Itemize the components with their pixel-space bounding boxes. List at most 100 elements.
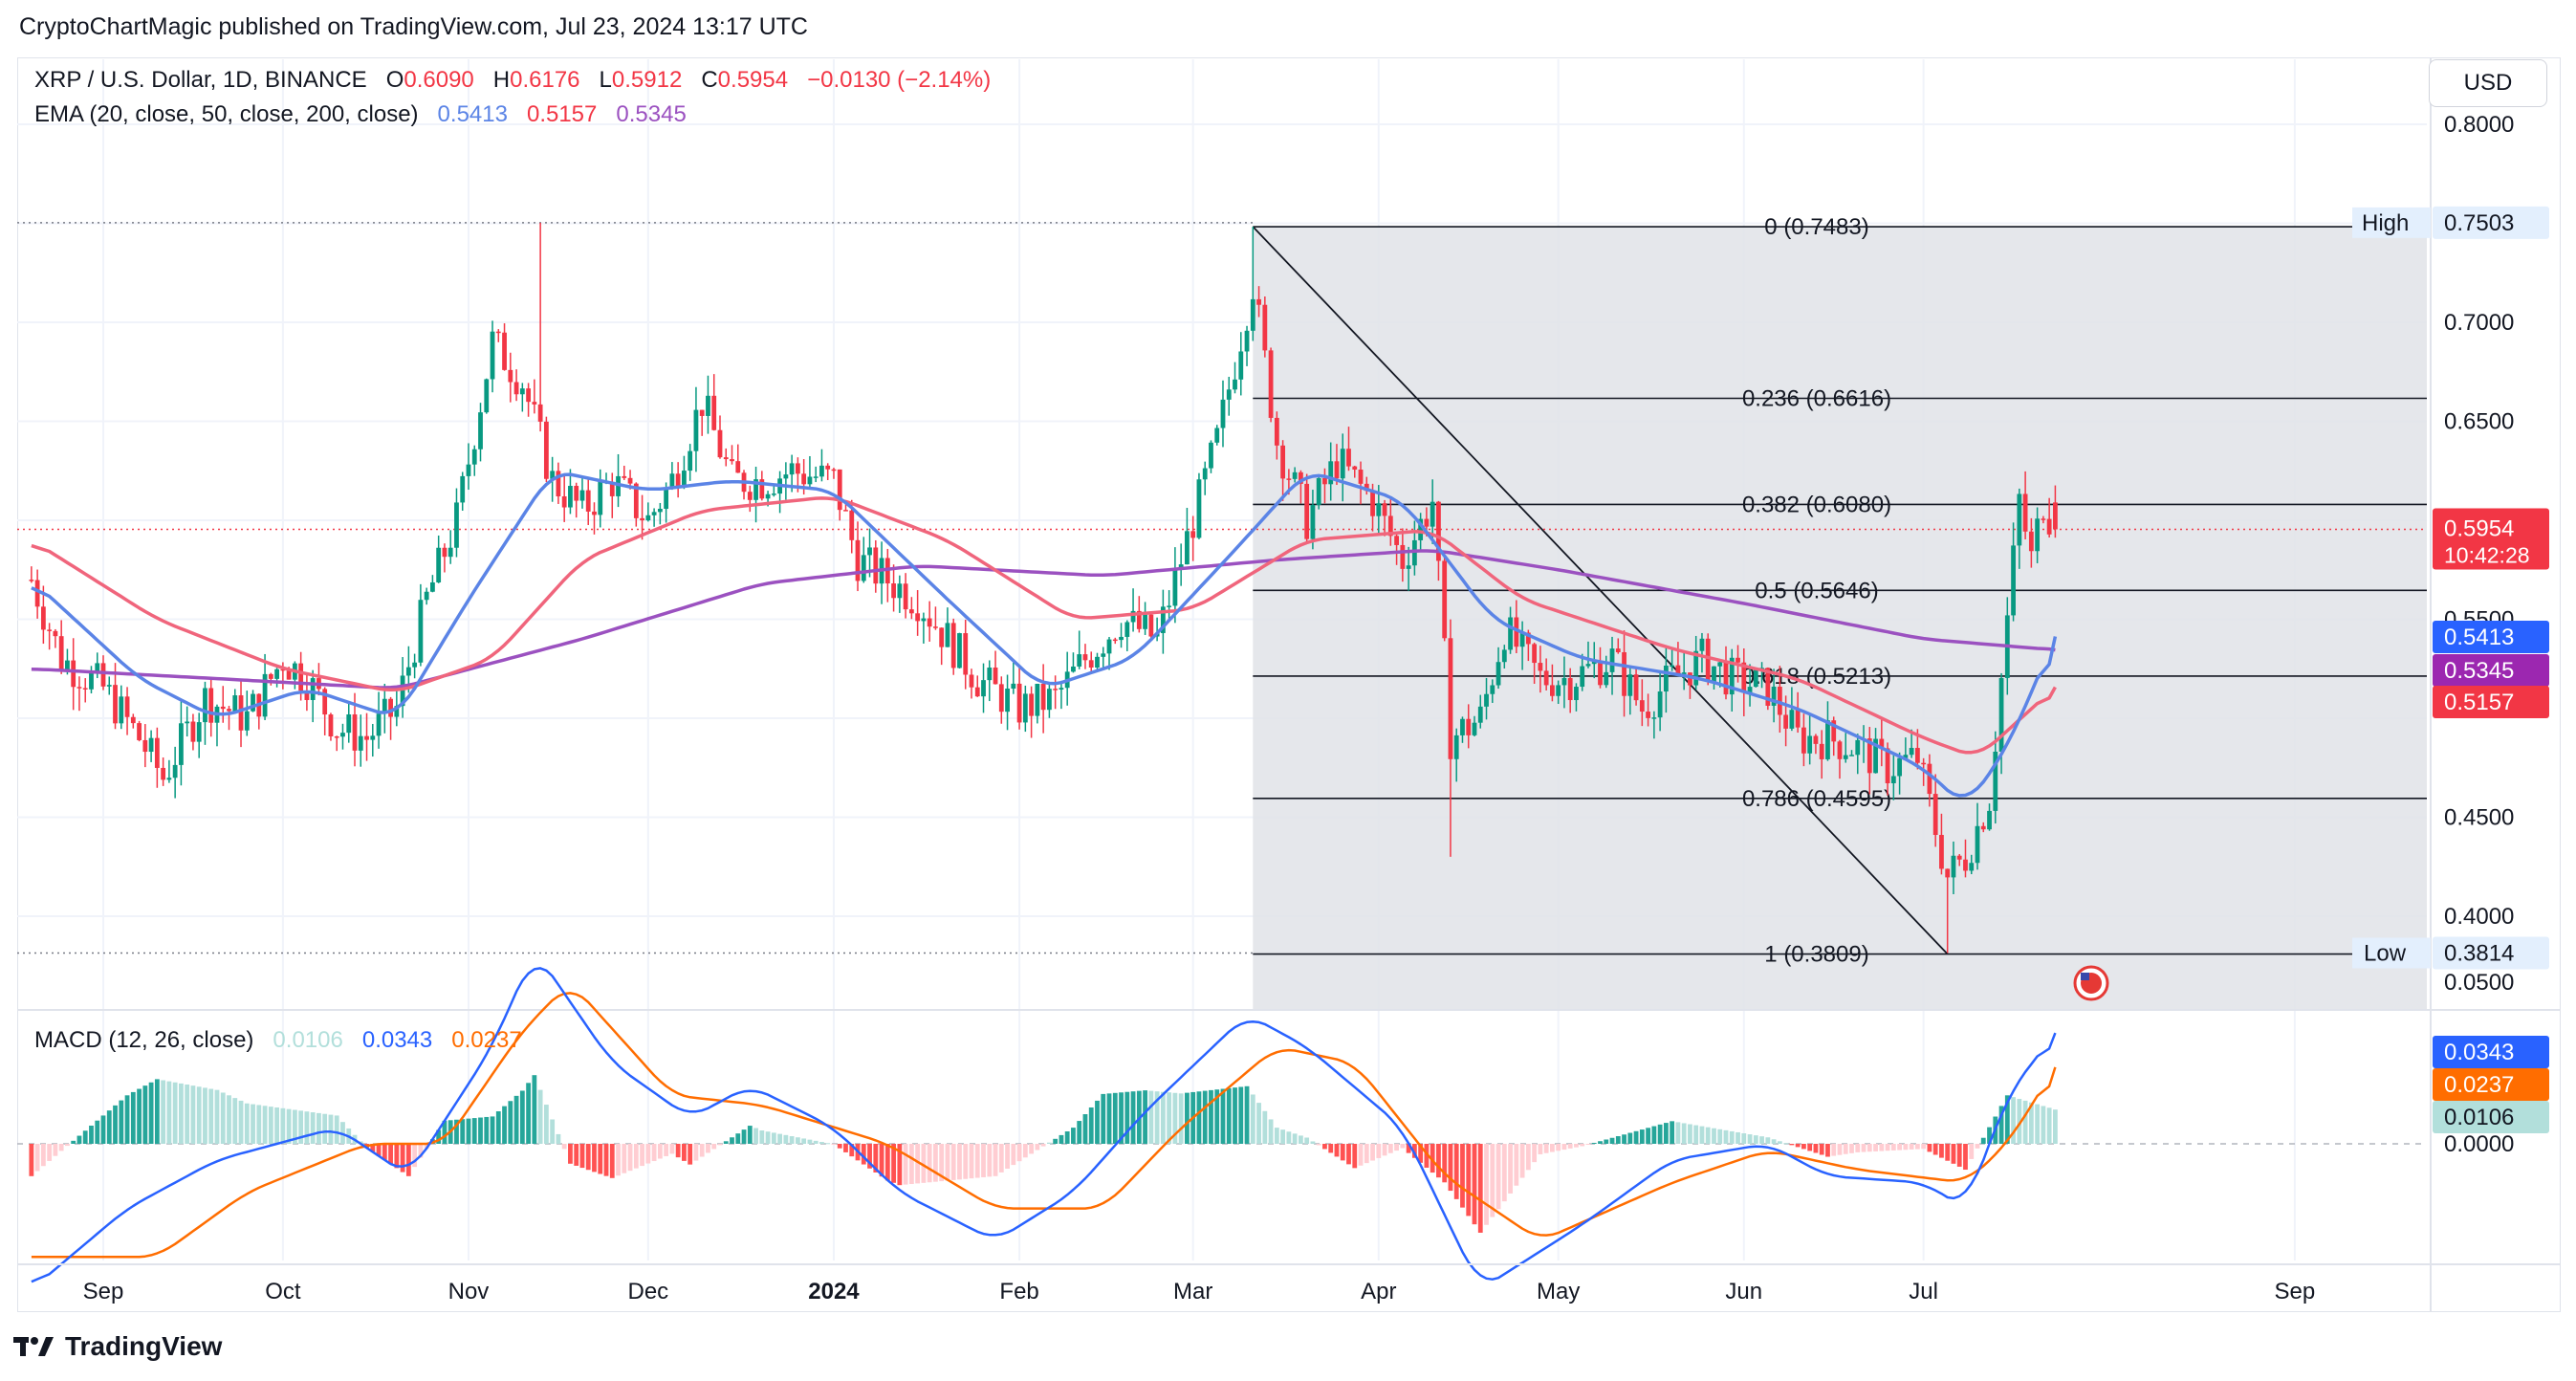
macd-histogram-bar: [471, 1118, 477, 1144]
candle-body: [2022, 493, 2028, 532]
high-marker-label-bg: [2352, 207, 2431, 238]
macd-histogram-bar: [537, 1089, 543, 1144]
candle-body: [1172, 568, 1178, 606]
macd-histogram-bar: [1705, 1127, 1711, 1144]
macd-histogram-bar: [819, 1142, 824, 1144]
macd-histogram-bar: [682, 1144, 687, 1161]
candle-body: [1148, 614, 1154, 637]
candle-body: [508, 369, 513, 383]
candle-body: [801, 473, 807, 485]
macd-tick-label: 0.0500: [2444, 970, 2514, 996]
macd-histogram-bar: [1112, 1092, 1118, 1144]
macd-histogram-bar: [843, 1144, 848, 1152]
legend-ema-label[interactable]: EMA (20, close, 50, close, 200, close): [34, 101, 419, 127]
macd-histogram-bar: [1771, 1139, 1777, 1144]
candle-body: [1890, 776, 1896, 783]
candle-body: [430, 581, 435, 592]
macd-histogram-bar: [1101, 1093, 1106, 1144]
candle-body: [1837, 741, 1843, 759]
candle-body: [1604, 671, 1609, 686]
candle-body: [837, 469, 842, 511]
macd-histogram-bar: [1903, 1144, 1909, 1151]
candle-body: [1453, 734, 1459, 759]
candle-body: [286, 670, 292, 680]
candle-body: [1843, 755, 1848, 759]
macd-histogram-bar: [280, 1107, 286, 1144]
macd-histogram-bar: [1921, 1144, 1927, 1150]
macd-histogram-bar: [1633, 1130, 1639, 1144]
macd-histogram-bar: [47, 1144, 53, 1161]
macd-tick-label: 0.0000: [2444, 1131, 2514, 1157]
candle-body: [1029, 693, 1035, 716]
candle-body: [1022, 693, 1028, 723]
macd-histogram-bar: [1172, 1092, 1178, 1144]
macd-histogram-bar: [238, 1100, 244, 1144]
macd-histogram-bar: [89, 1125, 94, 1144]
macd-histogram-bar: [161, 1080, 166, 1144]
footer-brand[interactable]: TradingView: [13, 1331, 222, 1362]
candle-body: [1035, 683, 1040, 716]
macd-histogram-bar: [1615, 1136, 1621, 1144]
candle-body: [1124, 622, 1130, 637]
macd-histogram-bar: [124, 1095, 130, 1144]
candle-body: [1143, 614, 1147, 629]
candle-body: [1777, 687, 1782, 715]
macd-histogram-bar: [592, 1144, 597, 1173]
candle-body: [1945, 868, 1951, 878]
candle-body: [1819, 743, 1824, 759]
candle-body: [1178, 564, 1184, 569]
candle-body: [693, 409, 699, 451]
legend-change: −0.0130 (−2.14%): [807, 67, 992, 93]
candle-body: [1879, 738, 1885, 749]
candle-body: [963, 633, 969, 675]
macd-histogram-bar: [1855, 1144, 1861, 1152]
macd-histogram-bar: [1717, 1129, 1723, 1144]
candle-body: [1627, 674, 1633, 696]
candle-body: [1477, 706, 1483, 723]
macd-histogram-bar: [532, 1075, 537, 1144]
legend-ema20-value: 0.5413: [437, 101, 508, 127]
macd-histogram-bar: [1262, 1110, 1268, 1144]
macd-histogram-bar: [1346, 1144, 1351, 1165]
macd-histogram-bar: [1556, 1144, 1561, 1151]
macd-histogram-bar: [1316, 1144, 1321, 1146]
macd-histogram-bar: [1387, 1144, 1393, 1153]
macd-histogram-bar: [1765, 1137, 1771, 1144]
legend-macd-label[interactable]: MACD (12, 26, close): [34, 1027, 254, 1053]
currency-button[interactable]: USD: [2429, 59, 2547, 107]
macd-histogram-bar: [1286, 1131, 1292, 1144]
fib-level-label: 0.5 (0.5646): [1755, 578, 1878, 603]
macd-histogram-bar: [908, 1144, 914, 1185]
macd-histogram-bar: [998, 1144, 1004, 1173]
candle-body: [568, 486, 573, 508]
legend-macd-row: MACD (12, 26, close) 0.0106 0.0343 0.023…: [34, 1027, 522, 1054]
macd-histogram-bar: [933, 1144, 938, 1182]
candle-body: [1567, 677, 1573, 701]
macd-histogram-bar: [1580, 1144, 1585, 1147]
macd-histogram-bar: [148, 1082, 154, 1144]
low-marker-label-bg: [2352, 937, 2431, 969]
macd-histogram-bar: [220, 1092, 226, 1144]
candle-body: [1921, 762, 1927, 765]
candle-body: [1292, 471, 1298, 479]
legend-symbol-row: XRP / U.S. Dollar, 1D, BINANCE O0.6090 H…: [34, 67, 991, 94]
time-tick-label: Jun: [1725, 1279, 1762, 1304]
macd-histogram-bar: [1538, 1144, 1543, 1154]
macd-histogram-bar: [1939, 1144, 1944, 1158]
candle-body: [154, 737, 160, 768]
candle-body: [262, 673, 268, 717]
candle-body: [310, 678, 316, 700]
macd-histogram-bar: [214, 1089, 220, 1144]
price-tick-label: 0.8000: [2444, 112, 2514, 138]
macd-histogram-bar: [1843, 1144, 1848, 1154]
macd-histogram-bar: [627, 1144, 633, 1172]
candle-body: [58, 636, 64, 670]
macd-histogram-bar: [1185, 1092, 1190, 1144]
macd-histogram-bar: [1681, 1123, 1687, 1144]
macd-histogram-bar: [1807, 1144, 1813, 1151]
legend-symbol[interactable]: XRP / U.S. Dollar, 1D, BINANCE: [34, 67, 367, 93]
macd-histogram-bar: [1622, 1134, 1626, 1144]
candle-body: [1112, 639, 1118, 642]
